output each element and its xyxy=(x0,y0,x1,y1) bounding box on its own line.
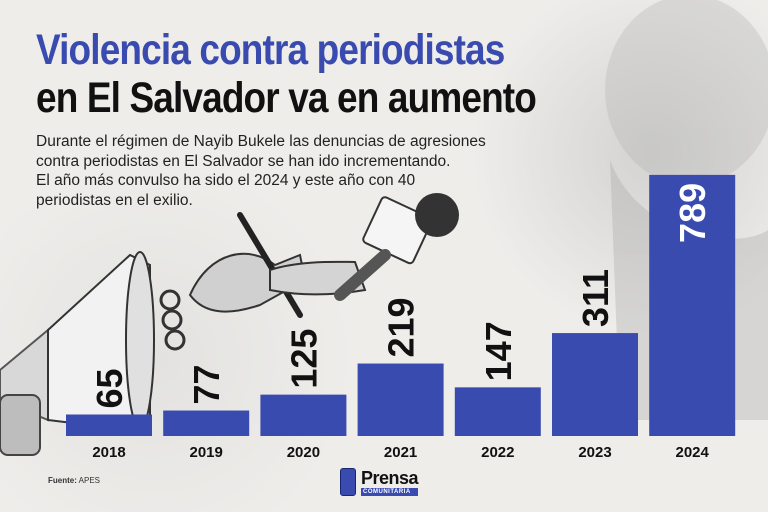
source-value: APES xyxy=(78,476,101,485)
value-labels-group: 65 77 125 219 147 311 789 xyxy=(89,183,713,409)
bar-2021 xyxy=(357,363,444,436)
megaphone-illustration xyxy=(0,251,155,456)
subtitle-line: El año más convulso ha sido el 2024 y es… xyxy=(36,172,416,189)
subtitle-line: Durante el régimen de Nayib Bukele las d… xyxy=(36,133,486,150)
logo-sub-text: COMUNITARIA xyxy=(361,487,419,496)
page-title-line1: Violencia contra periodistas xyxy=(36,26,505,74)
microphone-illustration xyxy=(269,193,459,301)
bar-2022 xyxy=(454,387,541,436)
value-label-2023: 311 xyxy=(575,269,616,327)
x-tick-label-2024: 2024 xyxy=(676,444,710,461)
bar-2023 xyxy=(552,333,638,436)
value-label-2018: 65 xyxy=(89,368,130,408)
bar-2018 xyxy=(66,414,152,436)
x-tick-label-2021: 2021 xyxy=(384,444,417,461)
value-label-2020: 125 xyxy=(283,329,324,389)
source-label: Fuente: xyxy=(48,476,77,485)
x-tick-label-2023: 2023 xyxy=(578,444,611,461)
page-title-line2: en El Salvador va en aumento xyxy=(36,74,537,122)
x-tick-label-2018: 2018 xyxy=(92,444,125,461)
bars-group xyxy=(66,174,736,436)
subtitle: Durante el régimen de Nayib Bukele las d… xyxy=(36,132,596,210)
value-label-2022: 147 xyxy=(478,321,519,381)
bar-2024 xyxy=(649,174,736,436)
bar-2020 xyxy=(260,394,347,436)
x-tick-label-2020: 2020 xyxy=(287,444,320,461)
x-tick-label-2022: 2022 xyxy=(481,444,514,461)
bar-2019 xyxy=(163,410,250,436)
x-tick-label-2019: 2019 xyxy=(190,444,223,461)
x-axis-labels: 2018 2019 2020 2021 2022 2023 2024 xyxy=(92,444,709,461)
logo-main-text: Prensa xyxy=(361,467,419,488)
value-label-2021: 219 xyxy=(381,297,422,357)
value-label-2019: 77 xyxy=(186,364,227,404)
subtitle-line: periodistas en el exilio. xyxy=(36,191,193,209)
source-note: Fuente: APES xyxy=(48,476,100,485)
value-label-2024: 789 xyxy=(672,183,713,243)
prensa-comunitaria-logo: Prensa COMUNITARIA xyxy=(340,467,419,496)
logo-seal-icon xyxy=(340,468,356,496)
subtitle-line: contra periodistas en El Salvador se han… xyxy=(36,152,451,170)
